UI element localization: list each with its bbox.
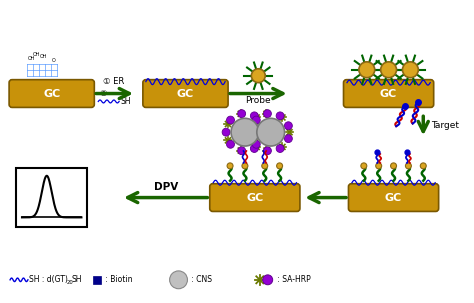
Bar (93, 276, 101, 284)
Circle shape (264, 147, 272, 155)
Text: OH: OH (33, 52, 41, 57)
Text: Target: Target (431, 121, 459, 130)
Circle shape (262, 163, 268, 169)
Circle shape (402, 62, 419, 78)
Circle shape (227, 163, 233, 169)
Circle shape (227, 116, 235, 124)
Text: : Biotin: : Biotin (103, 275, 133, 284)
Text: GC: GC (246, 193, 264, 203)
Circle shape (420, 163, 426, 169)
Text: GC: GC (380, 88, 397, 98)
Circle shape (381, 62, 397, 78)
Circle shape (250, 145, 258, 152)
Circle shape (263, 275, 273, 285)
Circle shape (231, 118, 259, 146)
Text: 20: 20 (66, 280, 73, 285)
Text: SH: SH (72, 275, 82, 284)
Circle shape (222, 128, 230, 136)
Text: SH: SH (120, 97, 130, 106)
Circle shape (259, 122, 266, 130)
Text: O: O (52, 58, 55, 63)
Circle shape (237, 147, 246, 155)
FancyBboxPatch shape (348, 184, 438, 211)
FancyBboxPatch shape (9, 80, 94, 107)
Circle shape (376, 163, 382, 169)
Text: GC: GC (43, 88, 60, 98)
Circle shape (250, 112, 258, 120)
Circle shape (170, 271, 187, 289)
Circle shape (252, 140, 260, 148)
Circle shape (248, 128, 256, 136)
Text: GC: GC (385, 193, 402, 203)
FancyBboxPatch shape (143, 80, 228, 107)
Text: ① ER: ① ER (103, 77, 125, 86)
Circle shape (391, 163, 397, 169)
Circle shape (277, 163, 283, 169)
Text: SH : d(GT): SH : d(GT) (29, 275, 68, 284)
Circle shape (276, 145, 284, 152)
FancyBboxPatch shape (344, 80, 434, 107)
Circle shape (405, 163, 411, 169)
Circle shape (251, 69, 265, 83)
Bar (16, 168, 87, 227)
Text: : SA-HRP: : SA-HRP (274, 275, 310, 284)
Circle shape (359, 62, 375, 78)
Text: GC: GC (177, 88, 194, 98)
Text: OH: OH (40, 54, 47, 59)
Circle shape (264, 110, 272, 118)
Text: : CNS: : CNS (190, 275, 212, 284)
Circle shape (252, 116, 260, 124)
Circle shape (237, 110, 246, 118)
Circle shape (259, 135, 266, 143)
Circle shape (276, 112, 284, 120)
FancyBboxPatch shape (210, 184, 300, 211)
Text: ②: ② (99, 88, 107, 98)
Text: DPV: DPV (154, 181, 178, 191)
Circle shape (242, 163, 248, 169)
Circle shape (361, 163, 367, 169)
Circle shape (284, 122, 292, 130)
Text: OH: OH (28, 56, 36, 61)
Circle shape (284, 135, 292, 143)
Text: Probe: Probe (246, 96, 271, 105)
Circle shape (227, 140, 235, 148)
Circle shape (257, 118, 284, 146)
